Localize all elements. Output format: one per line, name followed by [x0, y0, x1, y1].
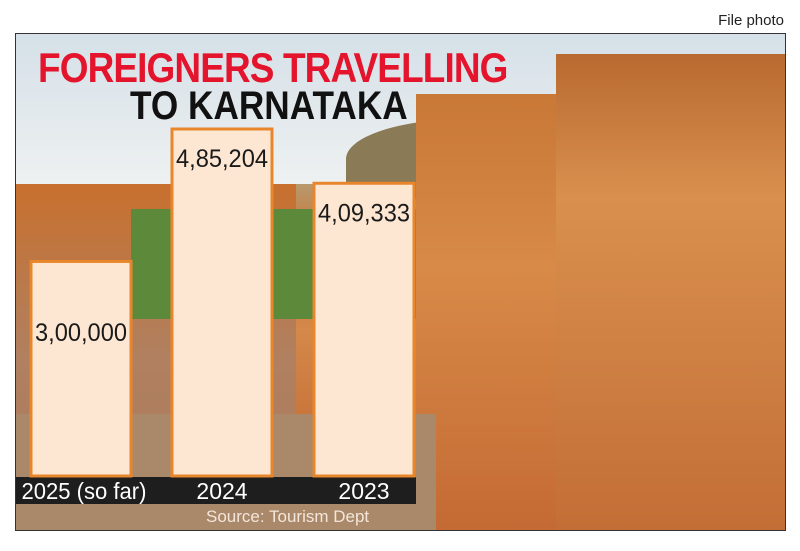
title-line-2: TO KARNATAKA — [130, 84, 408, 128]
title-line-1: FOREIGNERS TRAVELLING — [38, 44, 508, 91]
bar-2 — [312, 181, 416, 478]
bar-1 — [170, 127, 274, 478]
category-label-2: 2023 — [338, 478, 389, 504]
value-label-2: 4,09,333 — [318, 199, 410, 227]
category-label-0: 2025 (so far) — [22, 478, 147, 504]
file-photo-credit: File photo — [718, 12, 784, 29]
background-pillars — [556, 54, 785, 530]
infographic-frame: 3,00,000 2025 (so far) 4,85,204 2024 4,09,33… — [15, 33, 786, 531]
category-band — [16, 477, 416, 504]
bar-0 — [29, 259, 133, 478]
value-label-1: 4,85,204 — [176, 145, 268, 173]
category-label-1: 2024 — [196, 478, 247, 504]
source-note: Source: Tourism Dept — [206, 507, 370, 526]
value-label-0: 3,00,000 — [35, 319, 127, 347]
bar-chart: 3,00,000 2025 (so far) 4,85,204 2024 4,09,33… — [16, 127, 416, 504]
